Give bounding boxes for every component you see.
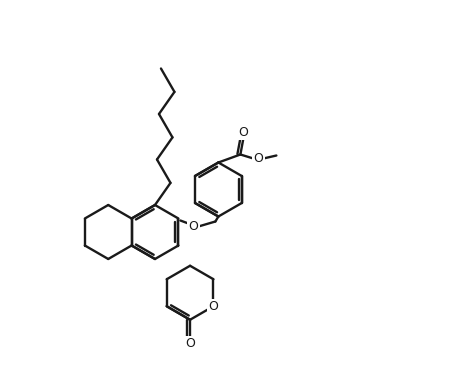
Text: O: O (208, 300, 218, 313)
Text: O: O (185, 337, 195, 350)
Text: O: O (239, 126, 248, 139)
Text: O: O (188, 220, 198, 233)
Text: O: O (253, 152, 263, 165)
